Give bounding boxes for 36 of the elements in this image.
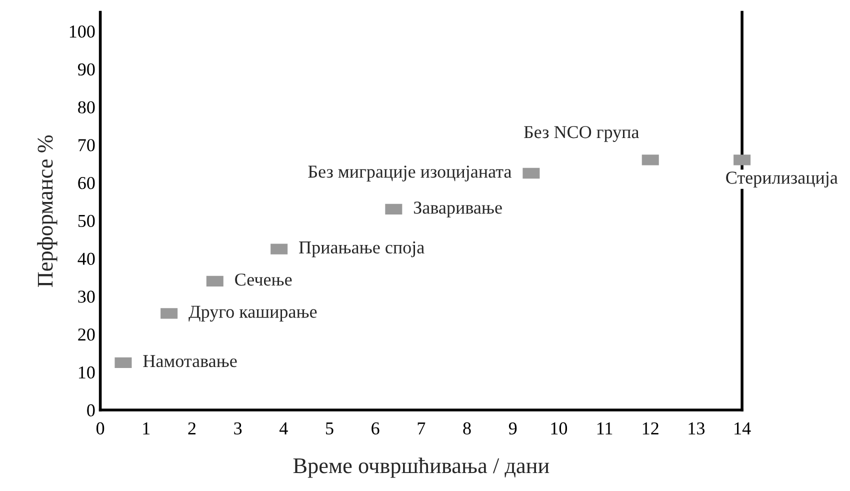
y-tick-label: 80 — [78, 101, 95, 114]
y-tick-label: 50 — [78, 214, 95, 228]
data-label: Заваривање — [414, 202, 502, 218]
data-label: Без NCO група — [524, 126, 640, 142]
x-tick-label: 6 — [372, 422, 380, 434]
x-tick-label: 0 — [96, 422, 104, 434]
x-tick-label: 10 — [551, 422, 568, 434]
data-label: Друго каширање — [188, 306, 317, 322]
x-tick-label: 5 — [326, 422, 334, 434]
x-tick-label: 7 — [418, 422, 426, 434]
x-tick-label: 2 — [188, 422, 196, 434]
y-axis-title: Перформансе % — [37, 135, 58, 288]
x-axis-title: Време очвршћивања / дани — [293, 458, 550, 478]
y-tick-label: 10 — [78, 366, 95, 379]
y-tick-label: 70 — [78, 139, 95, 152]
x-tick-label: 12 — [642, 422, 658, 434]
y-tick-label: 30 — [78, 290, 95, 303]
y-tick-label: 20 — [78, 328, 95, 341]
data-label: Намотавање — [143, 355, 237, 368]
x-tick-label: 8 — [463, 422, 471, 434]
x-tick-label: 4 — [279, 422, 288, 434]
data-label: Приањање споја — [299, 241, 424, 258]
x-tick-label: 11 — [597, 422, 612, 434]
x-tick-label: 3 — [234, 422, 242, 434]
x-tick-label: 13 — [688, 422, 705, 434]
x-tick-label: 1 — [143, 422, 150, 434]
y-tick-label: 0 — [87, 404, 95, 416]
y-tick-label: 40 — [78, 252, 95, 265]
x-tick-label: 14 — [734, 422, 751, 434]
y-tick-label: 60 — [78, 176, 95, 190]
y-tick-label: 90 — [78, 63, 95, 76]
data-label: Без миграције изоцијаната — [308, 166, 512, 182]
data-label: Стерилизација — [726, 172, 838, 188]
y-tick-label: 100 — [70, 25, 95, 38]
data-label: Сечење — [235, 274, 292, 286]
x-tick-label: 9 — [508, 422, 517, 434]
